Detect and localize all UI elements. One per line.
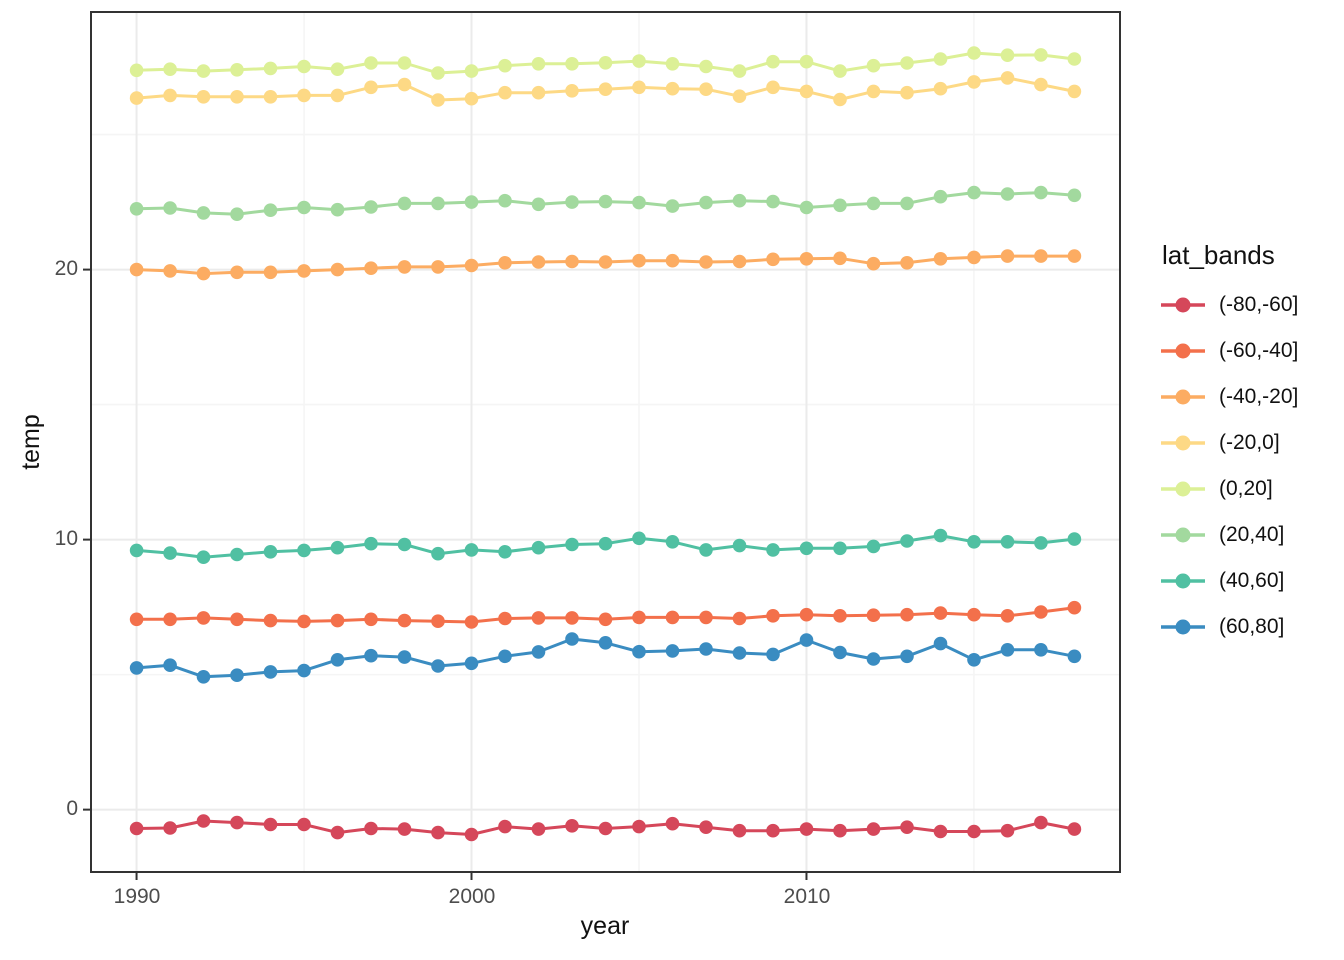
legend-item: (60,80] bbox=[1160, 604, 1344, 650]
legend-key-icon bbox=[1161, 435, 1205, 451]
legend-label: (20,40] bbox=[1219, 523, 1285, 546]
legend-item: (-60,-40] bbox=[1160, 328, 1344, 374]
legend-item: (-40,-20] bbox=[1160, 374, 1344, 420]
legend-key-icon bbox=[1161, 527, 1205, 543]
y-tick-0: 0 bbox=[66, 797, 78, 820]
legend-label: (-20,0] bbox=[1219, 431, 1280, 454]
legend-label: (-60,-40] bbox=[1219, 339, 1299, 362]
legend-label: (60,80] bbox=[1219, 615, 1285, 638]
legend-label: (-80,-60] bbox=[1219, 293, 1299, 316]
legend-key-icon bbox=[1161, 343, 1205, 359]
legend-item: (40,60] bbox=[1160, 558, 1344, 604]
x-tick-2000: 2000 bbox=[448, 885, 496, 908]
legend-title: lat_bands bbox=[1162, 240, 1275, 270]
legend-key-icon bbox=[1161, 297, 1205, 313]
x-axis-title: year bbox=[580, 912, 630, 940]
legend-item: (-20,0] bbox=[1160, 420, 1344, 466]
legend-label: (-40,-20] bbox=[1219, 385, 1299, 408]
x-tick-1990: 1990 bbox=[113, 885, 161, 908]
legend-label: (40,60] bbox=[1219, 569, 1285, 592]
legend-item: (0,20] bbox=[1160, 466, 1344, 512]
legend: lat_bands (-80,-60] (-60,-40] (-40,-20] … bbox=[1160, 240, 1344, 650]
legend-key-icon bbox=[1161, 573, 1205, 589]
legend-key-icon bbox=[1161, 619, 1205, 635]
legend-label: (0,20] bbox=[1219, 477, 1273, 500]
y-tick-10: 10 bbox=[54, 527, 78, 550]
legend-item: (-80,-60] bbox=[1160, 282, 1344, 328]
legend-key-icon bbox=[1161, 481, 1205, 497]
series-points bbox=[129, 46, 1082, 842]
x-tick-2010: 2010 bbox=[783, 885, 831, 908]
y-tick-20: 20 bbox=[54, 257, 78, 280]
legend-key-icon bbox=[1161, 389, 1205, 405]
y-axis-title: temp bbox=[17, 414, 45, 470]
legend-item: (20,40] bbox=[1160, 512, 1344, 558]
